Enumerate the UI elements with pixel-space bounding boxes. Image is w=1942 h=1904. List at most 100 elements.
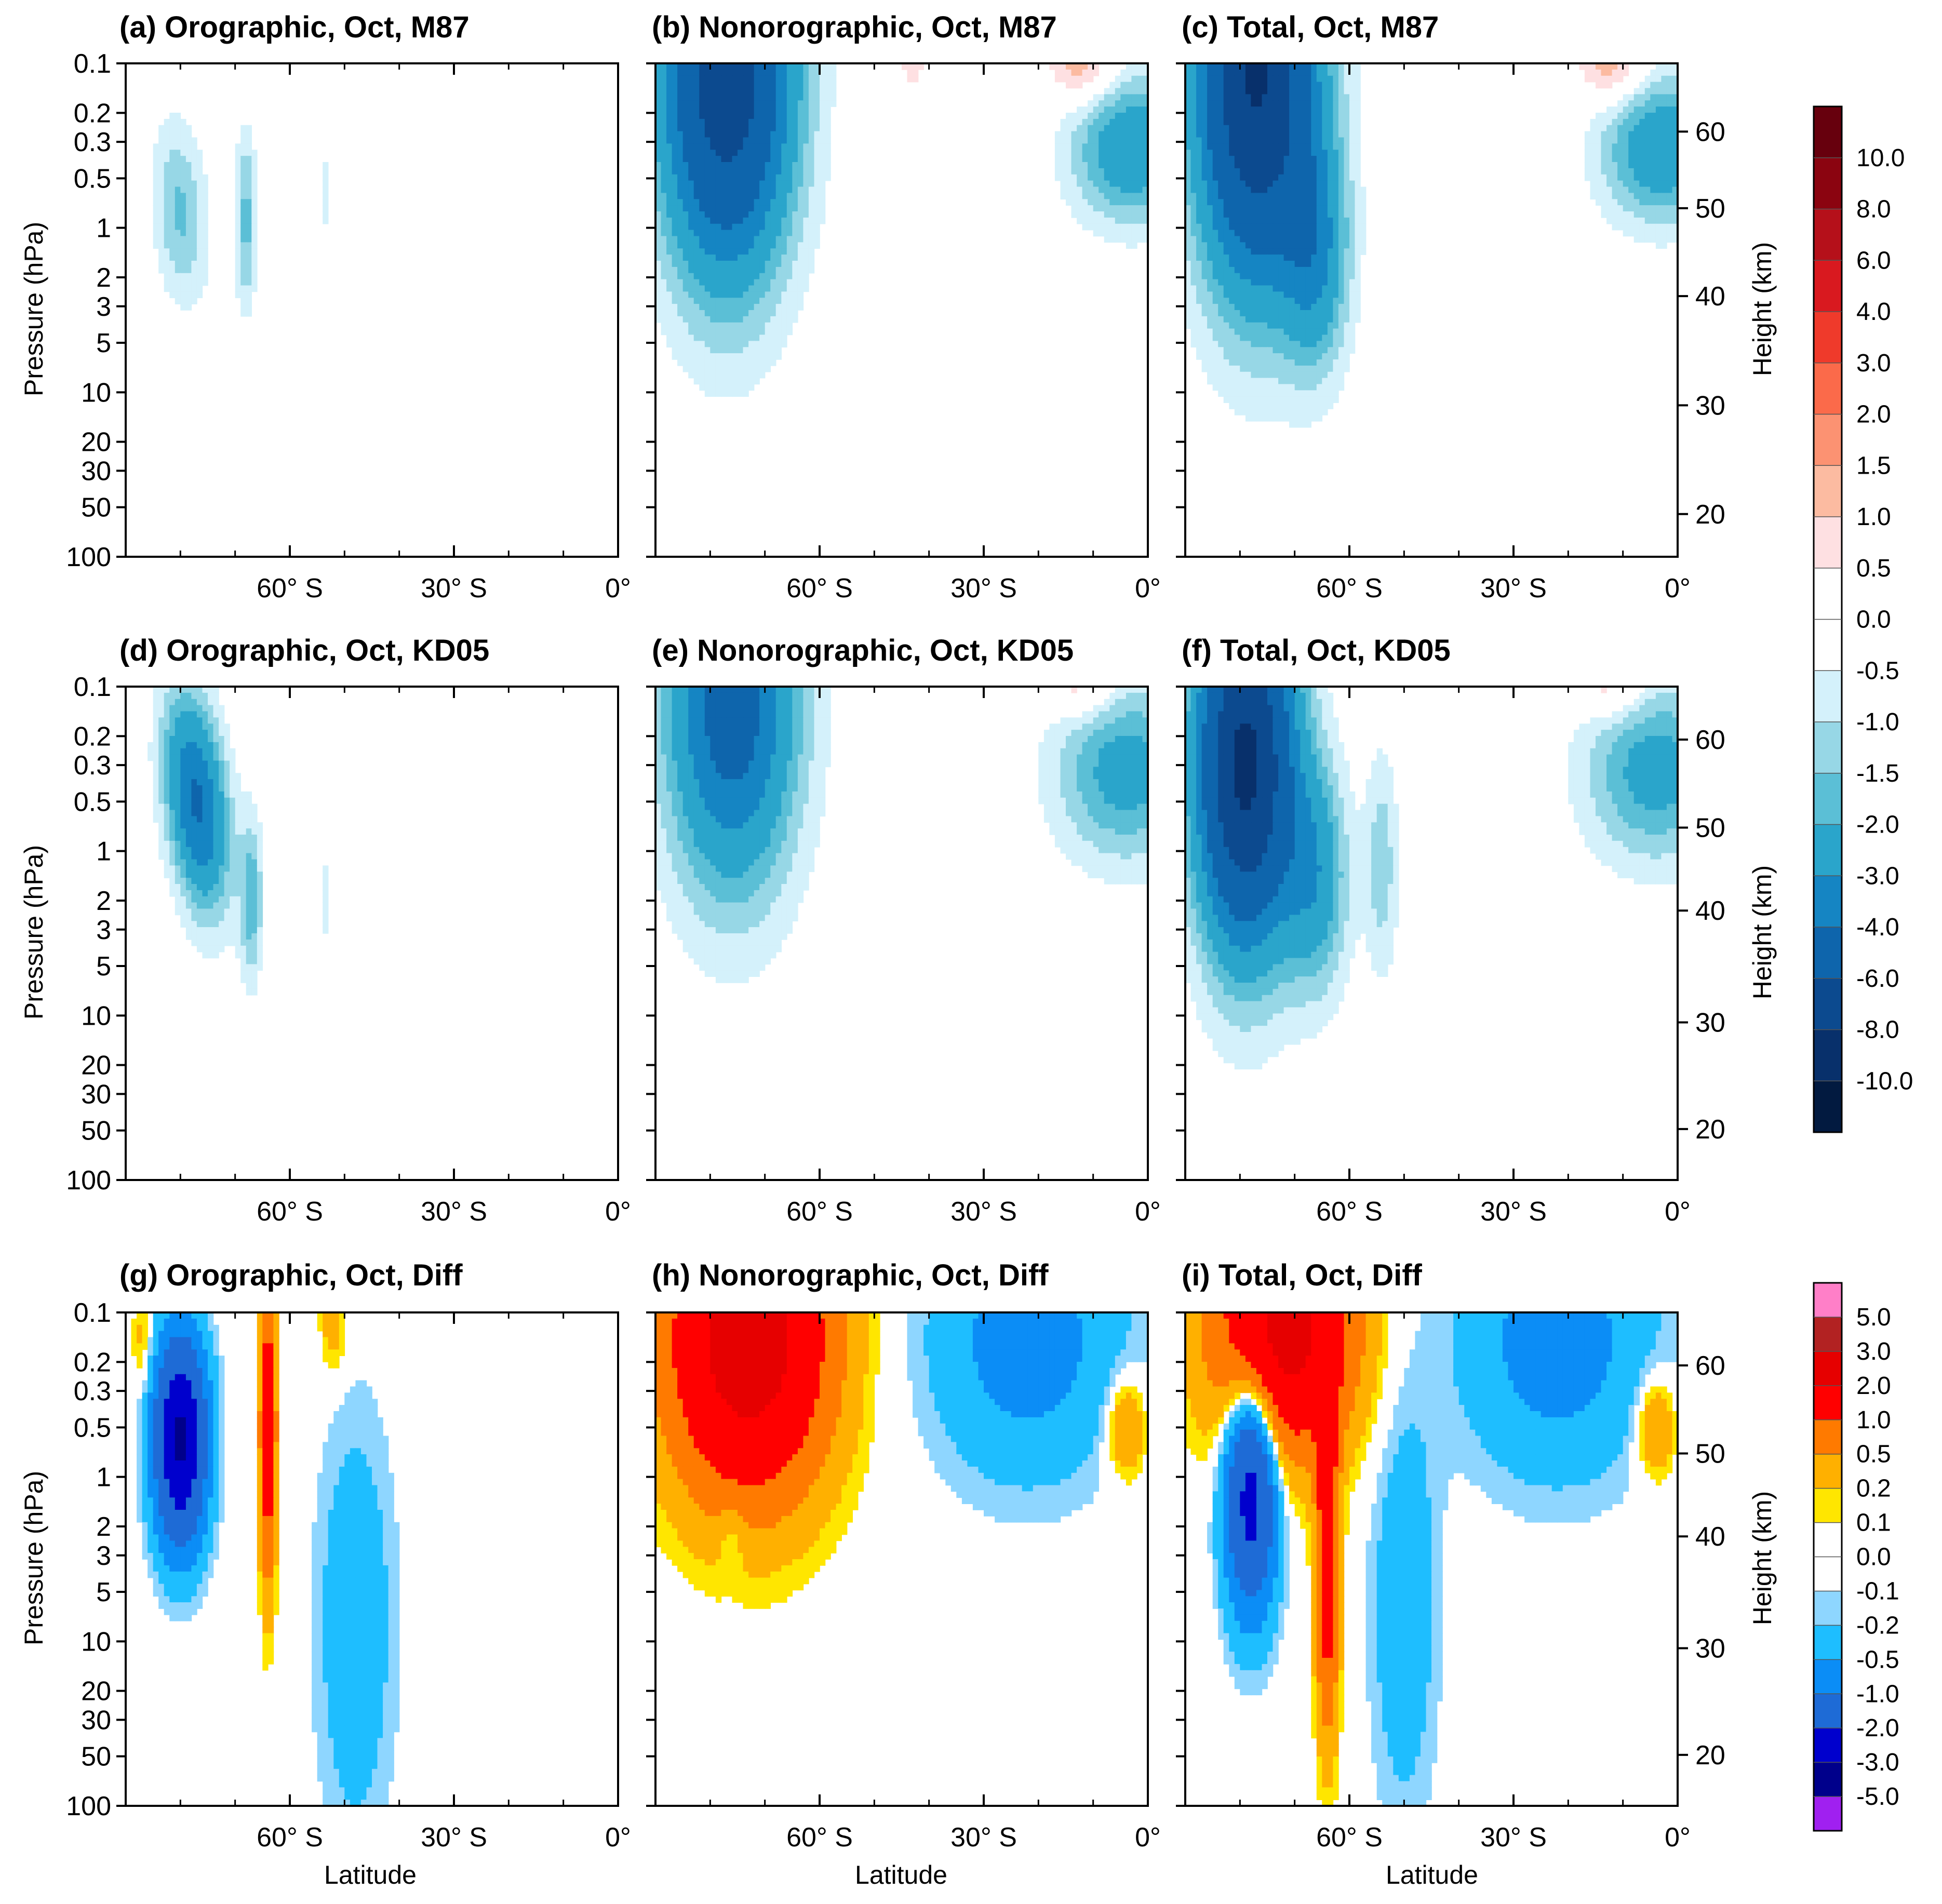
contour-cell	[1617, 131, 1624, 138]
contour-cell	[175, 754, 181, 761]
contour-cell	[770, 242, 776, 249]
contour-cell	[1278, 174, 1284, 181]
contour-cell	[797, 193, 804, 200]
contour-cell	[1142, 63, 1148, 70]
contour-cell	[1278, 162, 1284, 169]
contour-cell	[1060, 180, 1066, 187]
contour-cell	[704, 285, 711, 292]
contour-cell	[1093, 174, 1099, 181]
contour-cell	[1256, 223, 1263, 231]
contour-cell	[1283, 304, 1290, 311]
contour-cell	[1300, 261, 1306, 267]
contour-cell	[235, 785, 241, 792]
contour-cell	[1256, 328, 1263, 336]
contour-cell	[1633, 168, 1640, 175]
contour-cell	[1223, 168, 1229, 175]
contour-cell	[1596, 118, 1602, 126]
y-tick-label: 30	[81, 456, 111, 486]
contour-cell	[1234, 180, 1241, 187]
contour-cell	[1256, 162, 1263, 169]
contour-cell	[1099, 230, 1105, 237]
contour-cell	[1322, 365, 1328, 372]
contour-cell	[1601, 143, 1607, 151]
contour-cell	[175, 822, 181, 829]
contour-cell	[191, 760, 197, 768]
contour-cell	[1344, 143, 1350, 151]
contour-cell	[672, 193, 678, 200]
contour-cell	[682, 298, 689, 304]
contour-cell	[1229, 403, 1235, 409]
contour-cell	[1267, 409, 1274, 415]
contour-cell	[213, 816, 219, 823]
contour-cell	[775, 328, 782, 336]
contour-cell	[759, 266, 766, 274]
contour-cell	[1305, 279, 1311, 286]
contour-cell	[661, 328, 667, 336]
contour-cell	[1355, 223, 1361, 231]
contour-cell	[1196, 291, 1202, 299]
contour-cell	[148, 748, 154, 755]
contour-cell	[1333, 75, 1339, 83]
contour-cell	[1305, 254, 1311, 261]
contour-cell	[672, 125, 678, 132]
contour-cell	[1267, 414, 1274, 422]
contour-cell	[688, 94, 694, 101]
contour-cell	[1251, 156, 1257, 163]
contour-cell	[1251, 298, 1257, 304]
contour-cell	[803, 180, 809, 187]
contour-cell	[907, 63, 913, 70]
contour-cell	[1349, 75, 1356, 83]
contour-cell	[185, 156, 192, 163]
contour-cell	[682, 261, 689, 267]
contour-cell	[246, 298, 252, 304]
contour-cell	[1349, 180, 1356, 187]
contour-cell	[169, 168, 176, 175]
contour-cell	[1300, 143, 1306, 151]
contour-cell	[1333, 298, 1339, 304]
contour-cell	[1300, 359, 1306, 366]
contour-cell	[1305, 217, 1311, 224]
contour-cell	[1311, 137, 1317, 144]
contour-cell	[1273, 371, 1279, 379]
contour-cell	[1273, 304, 1279, 311]
contour-cell	[1305, 150, 1311, 156]
contour-cell	[726, 242, 733, 249]
contour-cell	[661, 162, 667, 169]
contour-cell	[230, 822, 236, 829]
x-tick-label: 60° S	[786, 573, 853, 604]
contour-cell	[693, 150, 700, 156]
contour-cell	[180, 298, 186, 304]
contour-cell	[1661, 180, 1667, 187]
contour-cell	[185, 705, 192, 712]
contour-cell	[1185, 285, 1191, 292]
contour-cell	[1109, 211, 1116, 218]
contour-cell	[1349, 143, 1356, 151]
contour-cell	[1212, 106, 1218, 113]
contour-cell	[1234, 63, 1241, 70]
contour-cell	[191, 754, 197, 761]
contour-cell	[1355, 162, 1361, 169]
contour-cell	[1066, 193, 1072, 200]
contour-cell	[175, 803, 181, 811]
contour-cell	[759, 75, 766, 83]
contour-cell	[1300, 298, 1306, 304]
contour-cell	[803, 143, 809, 151]
contour-cell	[1294, 143, 1301, 151]
contour-cell	[748, 334, 755, 342]
contour-cell	[738, 378, 744, 385]
contour-cell	[1650, 217, 1656, 224]
contour-cell	[792, 248, 798, 255]
contour-cell	[792, 162, 798, 169]
contour-cell	[158, 840, 165, 848]
contour-cell	[666, 82, 673, 89]
contour-cell	[213, 803, 219, 811]
contour-cell	[1333, 150, 1339, 156]
contour-cell	[191, 730, 197, 736]
contour-cell	[672, 75, 678, 83]
contour-cell	[1229, 334, 1235, 342]
contour-cell	[1278, 396, 1284, 403]
contour-cell	[1316, 236, 1323, 243]
contour-cell	[721, 223, 727, 231]
contour-cell	[792, 230, 798, 237]
contour-cell	[682, 88, 689, 95]
